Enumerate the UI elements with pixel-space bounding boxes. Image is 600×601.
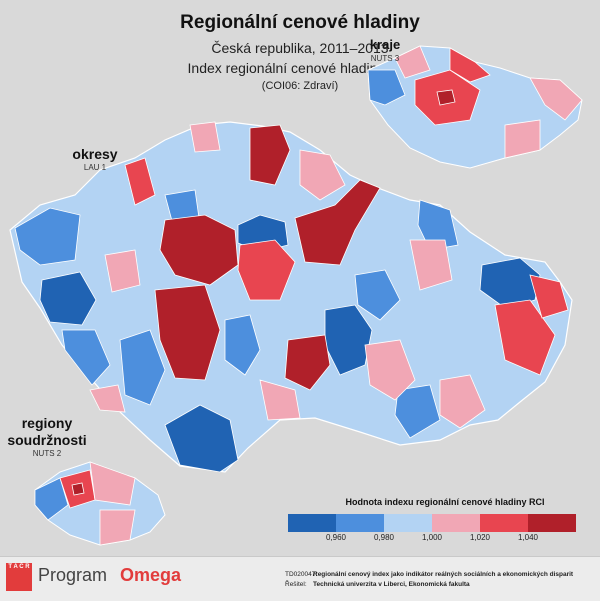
legend-swatch-2 [336, 514, 384, 532]
district-dark-blue-west [39, 271, 97, 326]
legend-title: Hodnota indexu regionální cenové hladiny… [345, 497, 545, 507]
legend-tick-5: 1,040 [517, 533, 539, 542]
district-pink-a [299, 149, 346, 201]
region-west-blue [34, 477, 69, 521]
district-pink-e [439, 374, 486, 429]
district-dark-red-northeast [294, 179, 381, 266]
district-pink-d [259, 379, 301, 421]
tacr-logo-text: T A Č R [8, 564, 30, 570]
tacr-logo-icon: T A Č R [6, 563, 32, 591]
kraj-prague [436, 89, 456, 106]
district-blue-g [394, 384, 441, 439]
region-prague [71, 482, 85, 496]
kraj-northeast-red [449, 47, 491, 83]
legend-tick-2: 0,980 [373, 533, 395, 542]
district-pink-g [189, 121, 221, 153]
legend-tick-4: 1,020 [469, 533, 491, 542]
subtitle-index: Index regionální cenové hladiny RCI [187, 60, 413, 76]
subtitle-category: (COI06: Zdraví) [261, 80, 339, 92]
kraj-east-pink [529, 77, 583, 121]
district-pink-f [104, 249, 141, 293]
kraj-north-pink [394, 45, 431, 79]
district-pink-c [364, 339, 416, 401]
okresy-label: okresy [72, 146, 118, 162]
solver-label: Řešitel: [285, 581, 307, 588]
district-red-b [494, 299, 556, 376]
region-east-pink [89, 461, 136, 506]
district-blue-c [119, 329, 166, 406]
region-south-pink [99, 509, 136, 546]
district-blue-d [224, 314, 261, 376]
project-code: TD020047: [285, 571, 318, 578]
subtitle-region-period: Česká republika, 2011–2013 [211, 40, 389, 56]
legend-swatch-6 [528, 514, 576, 532]
footer-bar [0, 556, 600, 601]
district-pink-h [89, 384, 126, 413]
legend-tick-1: 0,960 [325, 533, 347, 542]
district-red-a [237, 239, 296, 301]
district-dark-red-north [249, 124, 291, 186]
page-title: Regionální cenové hladiny [180, 12, 420, 33]
brand-program-text: Program [38, 565, 108, 585]
district-dark-blue-east [479, 257, 541, 309]
regiony-label-line1: regiony [21, 415, 73, 431]
kraje-label: kraje [369, 37, 401, 52]
brand-omega-text: Omega [120, 565, 182, 585]
legend-tick-3: 1,000 [421, 533, 443, 542]
district-blue-e [354, 269, 401, 321]
okresy-sublabel: LAU 1 [83, 163, 107, 172]
regiony-label-line2: soudržnosti [7, 432, 87, 448]
district-blue-b [61, 329, 111, 386]
solver-name: Technická univerzita v Liberci, Ekonomic… [313, 581, 470, 588]
legend-swatch-3 [384, 514, 432, 532]
district-red-d [529, 274, 569, 319]
regiony-sublabel: NUTS 2 [32, 449, 62, 458]
district-red-c [124, 157, 156, 206]
district-blue-a [14, 207, 81, 266]
kraje-sublabel: NUTS 3 [370, 54, 400, 63]
legend-swatch-4 [432, 514, 480, 532]
kraj-south-pink [504, 119, 541, 159]
district-pink-b [409, 239, 453, 291]
district-dark-red-south [154, 284, 221, 381]
project-name: Regionální cenový index jako indikátor r… [313, 571, 574, 578]
kraj-west [367, 69, 406, 106]
district-dark-red-center [284, 334, 331, 391]
legend-swatch-1 [288, 514, 336, 532]
district-dark-red-prague-region [159, 214, 239, 286]
legend-swatch-5 [480, 514, 528, 532]
district-dark-blue-south [164, 404, 239, 473]
